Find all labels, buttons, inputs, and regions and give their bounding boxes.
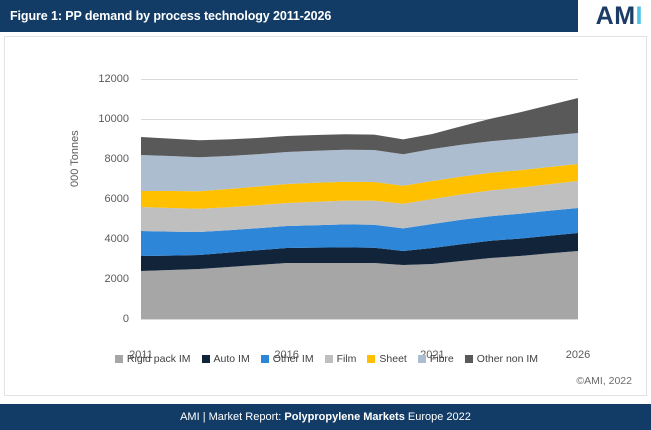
legend-swatch-icon [417, 355, 426, 363]
figure-footer: AMI | Market Report: Polypropylene Marke… [0, 404, 651, 430]
footer-prefix: AMI | Market Report: [180, 411, 285, 423]
y-tick-label: 12000 [98, 73, 129, 85]
y-tick-label: 2000 [104, 273, 129, 285]
area-series [141, 208, 578, 256]
footer-suffix: Europe 2022 [404, 411, 471, 423]
y-axis-label: 000 Tonnes [69, 130, 81, 187]
footer-report-name: Polypropylene Markets [284, 411, 405, 423]
gridline [141, 319, 578, 320]
legend-label: Auto IM [213, 353, 250, 365]
y-tick-label: 0 [122, 313, 129, 325]
legend-item[interactable]: Auto IM [201, 353, 250, 365]
legend-item[interactable]: Rigid pack IM [114, 353, 191, 365]
area-series [141, 133, 578, 192]
legend-swatch-icon [324, 355, 333, 363]
legend-item[interactable]: Other non IM [464, 353, 539, 365]
legend-swatch-icon [464, 355, 473, 363]
area-series [141, 251, 578, 319]
ami-logo: AM I [581, 2, 643, 30]
gridline [141, 119, 578, 120]
legend-swatch-icon [114, 355, 123, 363]
legend-label: Film [336, 353, 357, 365]
legend-label: Other IM [272, 353, 314, 365]
figure-header: Figure 1: PP demand by process technolog… [0, 0, 578, 32]
x-tick-label: 2026 [565, 349, 591, 361]
logo-text-am: AM [595, 2, 636, 30]
legend-swatch-icon [260, 355, 269, 363]
chart-card: 000 Tonnes 0 2000 4000 6000 8000 10000 12000 2… [4, 36, 647, 396]
legend-swatch-icon [201, 355, 210, 363]
copyright-notice: ©AMI, 2022 [576, 375, 632, 387]
y-tick-label: 8000 [104, 153, 129, 165]
legend-item[interactable]: Other IM [260, 353, 314, 365]
plot-area: 000 Tonnes 0 2000 4000 6000 8000 10000 12000 2… [5, 37, 648, 361]
area-series [141, 233, 578, 271]
legend-item[interactable]: Film [324, 353, 357, 365]
footer-caption: AMI | Market Report: Polypropylene Marke… [180, 411, 471, 423]
legend-item[interactable]: Sheet [367, 353, 407, 365]
legend-label: Other non IM [476, 353, 539, 365]
legend-swatch-icon [367, 355, 376, 363]
y-tick-label: 4000 [104, 233, 129, 245]
x-axis-ticks: 2011 2016 2021 2026 [129, 347, 590, 367]
y-axis-ticks: 0 2000 4000 6000 8000 10000 12000 [83, 37, 129, 347]
logo-text-i: I [635, 2, 643, 30]
stacked-area-plot [141, 98, 578, 319]
area-series [141, 98, 578, 158]
chart-legend: Rigid pack IM Auto IM Other IM Film Sheet Fib… [5, 353, 648, 365]
figure-title: Figure 1: PP demand by process technolog… [10, 9, 332, 23]
legend-label: Sheet [379, 353, 407, 365]
x-tick-label: 2011 [129, 349, 153, 361]
legend-label: Fibre [429, 353, 454, 365]
legend-item[interactable]: Fibre [417, 353, 454, 365]
y-tick-label: 10000 [98, 113, 129, 125]
y-tick-label: 6000 [104, 193, 129, 205]
gridline [141, 79, 578, 80]
area-series [141, 164, 578, 209]
x-tick-label: 2021 [420, 349, 445, 361]
legend-label: Rigid pack IM [126, 353, 191, 365]
area-series [141, 181, 578, 232]
x-tick-label: 2016 [274, 349, 299, 361]
